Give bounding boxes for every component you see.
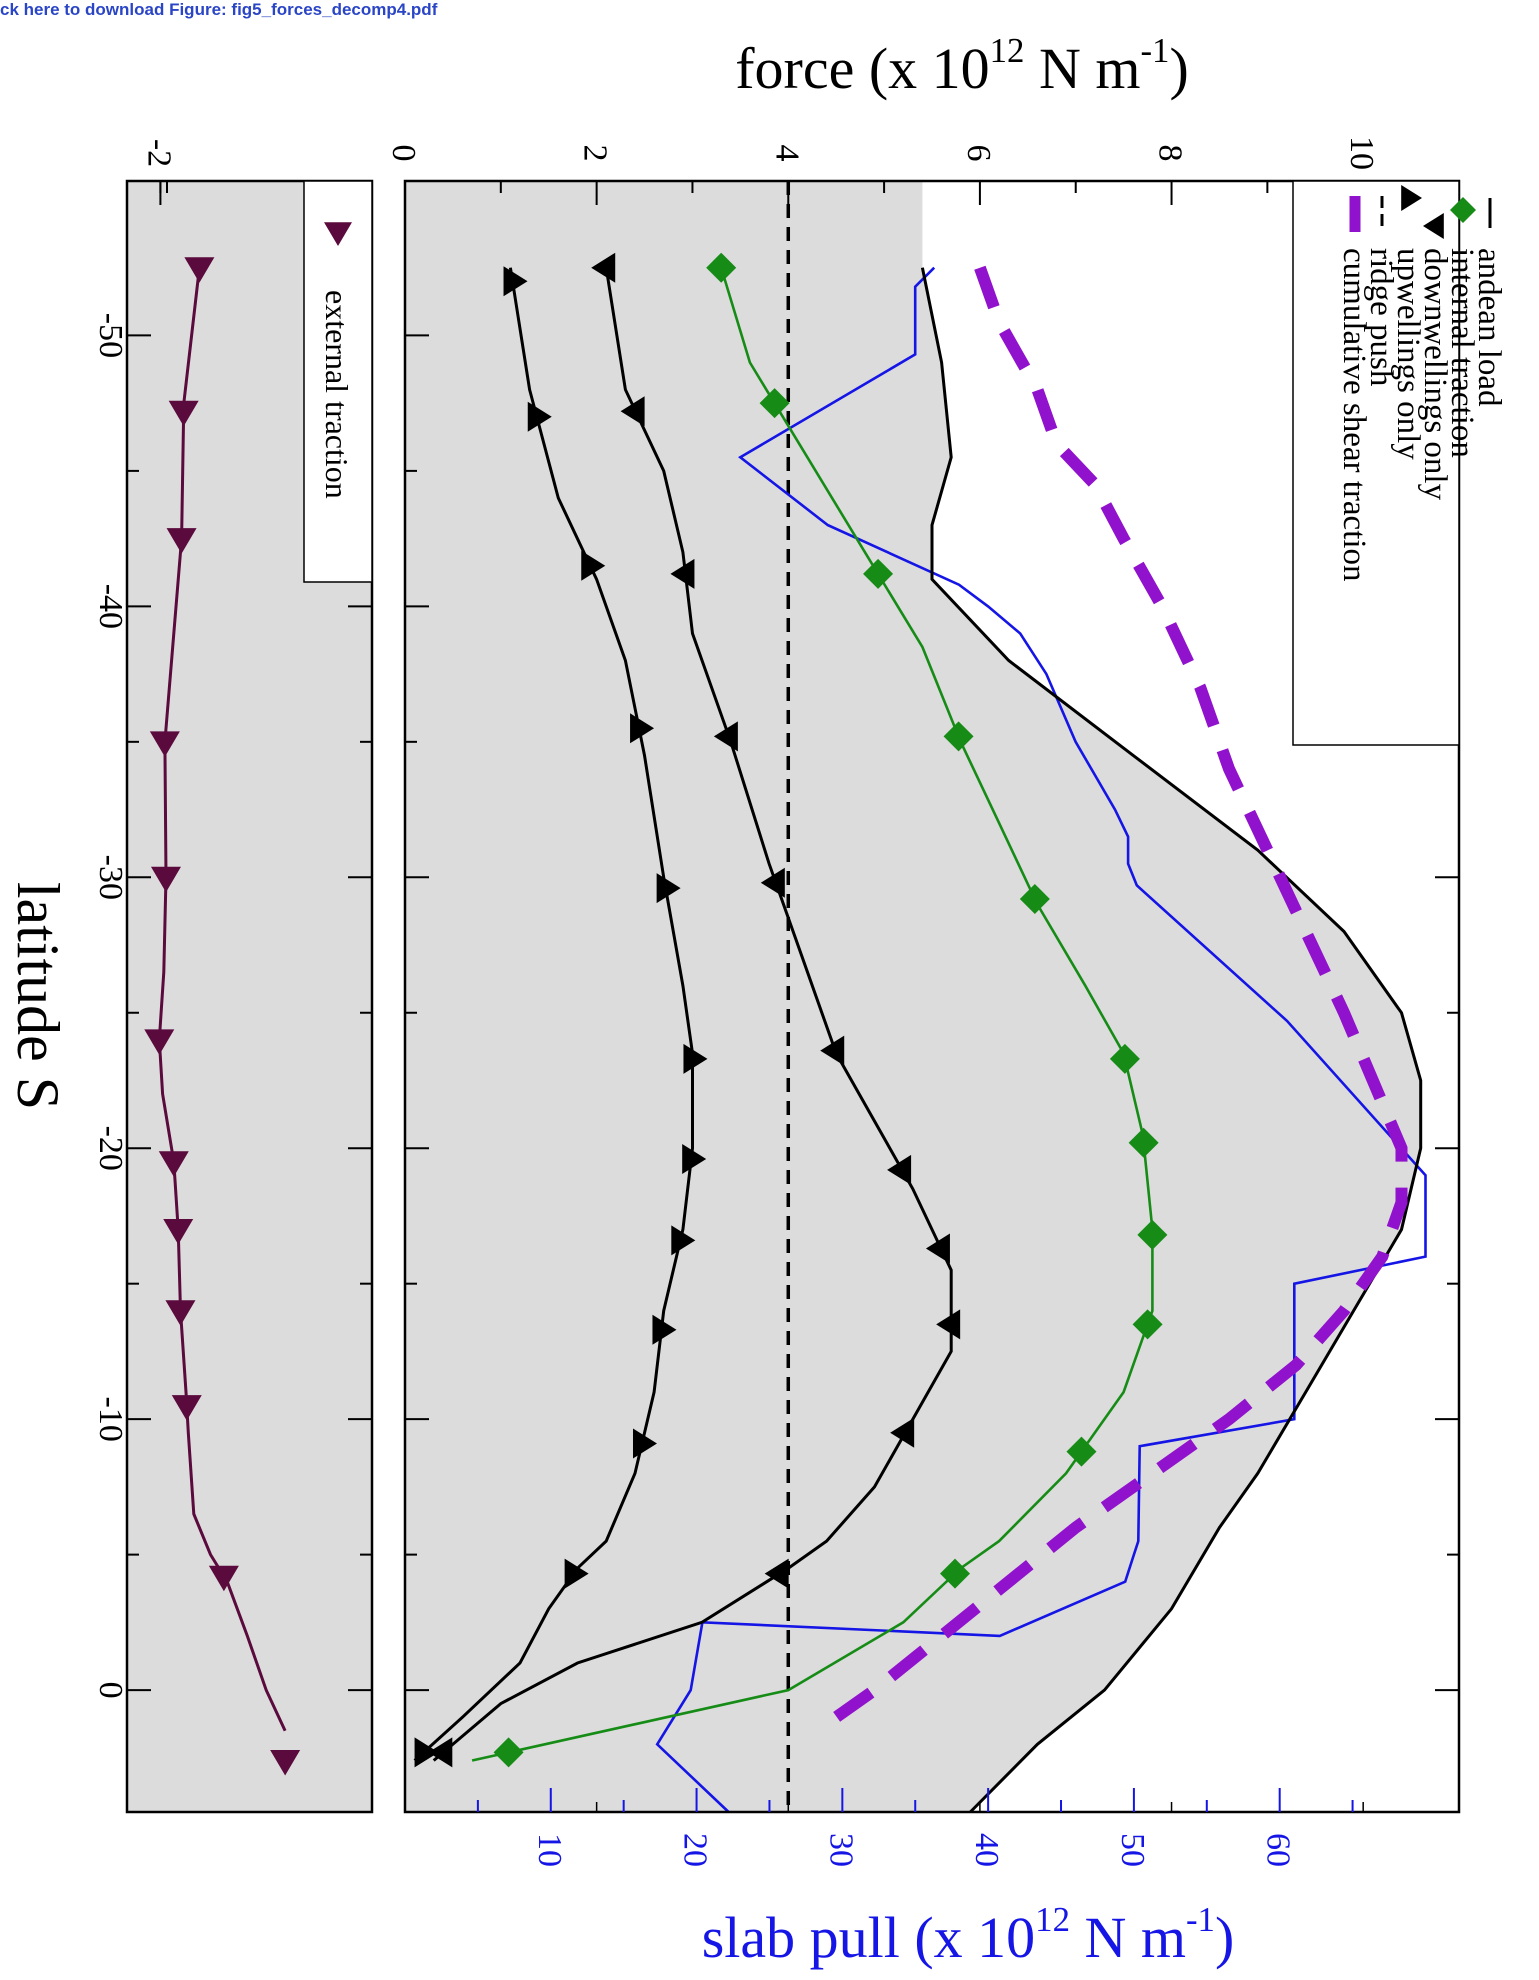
force-tick-label: 8 bbox=[1152, 145, 1189, 162]
downwellings-marker bbox=[887, 1154, 912, 1185]
external-traction-marker bbox=[150, 866, 181, 893]
upwellings-marker bbox=[671, 1225, 696, 1256]
slab-pull-tick-label: 60 bbox=[1260, 1833, 1297, 1867]
downwellings-marker bbox=[764, 1558, 789, 1589]
slab-pull-tick-label: 20 bbox=[677, 1833, 714, 1867]
legend-label: cumulative shear traction bbox=[1336, 248, 1372, 582]
force-tick-label: 6 bbox=[960, 145, 997, 162]
legend-swatch-downwellings bbox=[1423, 213, 1444, 239]
legend-swatch-external bbox=[324, 222, 352, 246]
downwellings-marker bbox=[925, 1233, 950, 1264]
external-legend-box bbox=[303, 180, 373, 583]
external-traction-marker bbox=[184, 257, 215, 283]
external-traction-marker bbox=[165, 1300, 196, 1326]
x-axis-label: latitude S bbox=[5, 882, 71, 1110]
force-tick-label: 0 bbox=[385, 145, 422, 162]
downwellings-marker bbox=[936, 1309, 961, 1340]
legend-swatch-internal bbox=[1450, 197, 1476, 223]
internal-traction-marker bbox=[1132, 1309, 1163, 1340]
lat-tick-label: -50 bbox=[92, 313, 129, 358]
external-traction-marker bbox=[149, 731, 180, 757]
external-legend-label: external traction bbox=[319, 290, 355, 499]
downwellings-marker bbox=[713, 721, 738, 752]
internal-traction-marker bbox=[1109, 1043, 1140, 1074]
legend-label: ridge push bbox=[1363, 248, 1399, 387]
lat-tick-label: 0 bbox=[92, 1682, 129, 1699]
slab-pull-tick-label: 10 bbox=[531, 1833, 568, 1867]
legend-entry: upwellings only bbox=[1390, 185, 1426, 460]
internal-traction-marker bbox=[943, 721, 974, 752]
upwellings-marker bbox=[630, 713, 655, 744]
downwellings-marker bbox=[670, 558, 695, 589]
legend-label: andean load bbox=[1471, 248, 1507, 407]
legend-label: internal traction bbox=[1444, 248, 1480, 458]
external-traction-marker bbox=[166, 528, 197, 554]
upwellings-marker bbox=[527, 401, 552, 432]
downwellings-marker bbox=[760, 867, 785, 898]
force-tick-label: 4 bbox=[768, 145, 805, 162]
external-traction-marker bbox=[208, 1565, 239, 1592]
upwellings-marker bbox=[652, 1314, 677, 1345]
upwellings-marker bbox=[564, 1558, 589, 1589]
internal-traction-marker bbox=[1019, 883, 1050, 914]
legend-entry: andean load bbox=[1471, 198, 1507, 407]
series-andean-load bbox=[920, 267, 1423, 1814]
downwellings-marker bbox=[890, 1417, 915, 1448]
lat-tick-label: -10 bbox=[92, 1396, 129, 1441]
internal-traction-marker bbox=[1128, 1127, 1159, 1158]
external-tick-label: -2 bbox=[140, 139, 177, 167]
internal-traction-marker bbox=[863, 558, 894, 589]
downwellings-marker bbox=[620, 396, 645, 427]
upwellings-marker bbox=[632, 1428, 657, 1459]
external-traction-marker bbox=[144, 1029, 175, 1055]
upwellings-marker bbox=[683, 1043, 708, 1074]
slab-pull-tick-label: 30 bbox=[822, 1833, 859, 1867]
downwellings-marker bbox=[428, 1737, 453, 1768]
external-traction-marker bbox=[168, 400, 199, 427]
legend-label: upwellings only bbox=[1390, 248, 1426, 460]
legend-box bbox=[1292, 180, 1460, 746]
legend-swatch-upwellings bbox=[1401, 185, 1422, 211]
axes-layer: -50 -40 -30 -20 -10 0 0 2 4 6 8 10 10 20 30 40 50 60 -2 for… bbox=[5, 31, 1461, 1970]
legend-label: downwellings only bbox=[1417, 248, 1453, 501]
internal-traction-marker bbox=[493, 1737, 524, 1768]
download-figure-link[interactable]: ck here to download Figure: fig5_forces_… bbox=[0, 0, 438, 19]
series-upwellings-only bbox=[413, 267, 694, 1762]
downwellings-marker bbox=[820, 1035, 845, 1066]
slab-pull-tick-label: 40 bbox=[968, 1833, 1005, 1867]
legend-entry: ridge push bbox=[1363, 196, 1399, 387]
internal-traction-marker bbox=[1137, 1219, 1168, 1250]
force-panel-frame bbox=[403, 179, 1461, 1814]
external-panel-frame bbox=[125, 179, 374, 1814]
series-slab-pull bbox=[655, 266, 1427, 1813]
external-traction-marker bbox=[171, 1395, 202, 1421]
lat-tick-label: -40 bbox=[92, 584, 129, 629]
upwellings-marker bbox=[503, 266, 528, 297]
internal-traction-marker bbox=[939, 1558, 970, 1589]
internal-traction-marker bbox=[1066, 1436, 1097, 1467]
lat-tick-label: -30 bbox=[92, 855, 129, 900]
external-traction-marker bbox=[270, 1750, 301, 1776]
internal-traction-marker bbox=[759, 388, 790, 419]
upwellings-marker bbox=[656, 873, 681, 904]
external-traction-marker bbox=[158, 1151, 189, 1177]
lat-tick-label: -20 bbox=[92, 1126, 129, 1171]
legend-entry: downwellings only bbox=[1417, 213, 1453, 501]
downwellings-marker bbox=[591, 252, 616, 283]
legend-entry: internal traction bbox=[1444, 197, 1480, 458]
series-cumulative-shear-traction bbox=[813, 265, 1408, 1736]
upwellings-marker bbox=[414, 1737, 439, 1768]
force-tick-label: 10 bbox=[1343, 136, 1380, 170]
slab-pull-tick-label: 50 bbox=[1114, 1833, 1151, 1867]
top-axis-label: force (x 1012 N m-1) bbox=[735, 31, 1189, 101]
force-tick-label: 2 bbox=[577, 145, 614, 162]
external-traction-marker bbox=[163, 1219, 194, 1245]
upwellings-marker bbox=[581, 550, 606, 581]
internal-traction-marker bbox=[706, 252, 737, 283]
slab-pull-axis-label: slab pull (x 1012 N m-1) bbox=[702, 1900, 1235, 1970]
legend-entry: cumulative shear traction bbox=[1336, 196, 1372, 582]
upwellings-marker bbox=[682, 1144, 707, 1175]
